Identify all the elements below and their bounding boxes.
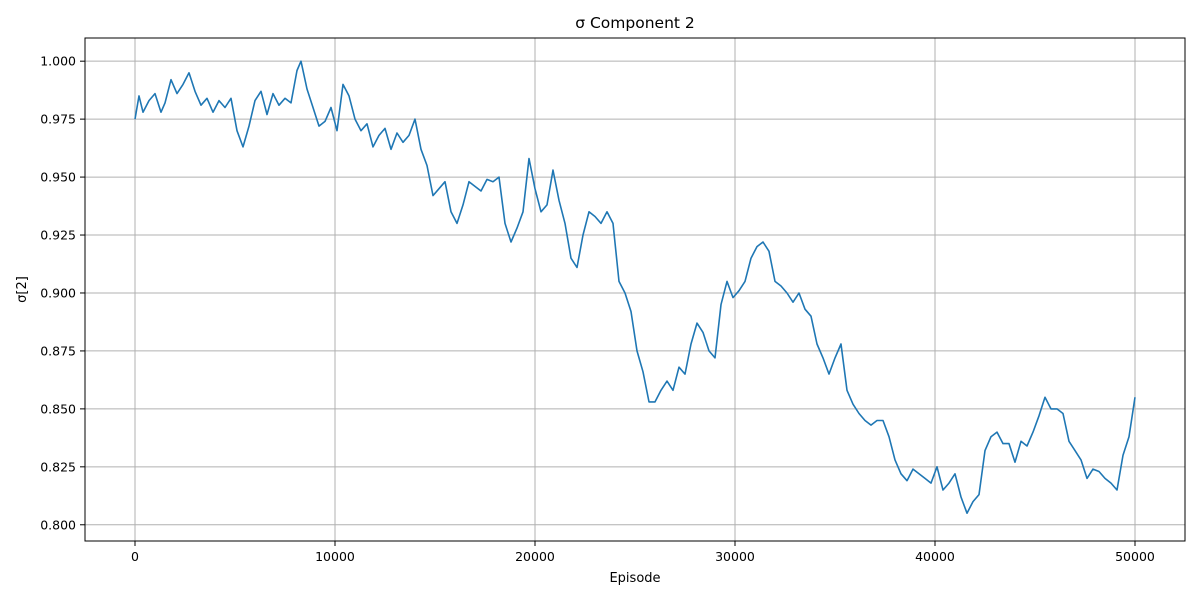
y-tick-label: 0.875 [40, 343, 76, 358]
x-tick-label: 50000 [1115, 549, 1155, 564]
x-tick-label: 20000 [515, 549, 555, 564]
y-tick-label: 1.000 [40, 54, 76, 69]
y-axis-label: σ[2] [15, 276, 30, 303]
y-tick-label: 0.825 [40, 459, 76, 474]
ticks: 0 10000 20000 30000 40000 50000 0.800 0.825 0.85… [40, 54, 1155, 564]
plot-frame [84, 37, 1186, 542]
x-axis-label: Episode [609, 571, 660, 586]
x-tick-label: 0 [131, 549, 139, 564]
y-tick-label: 0.850 [40, 401, 76, 416]
x-tick-label: 40000 [915, 549, 955, 564]
x-tick-label: 30000 [715, 549, 755, 564]
chart-title: σ Component 2 [575, 14, 695, 32]
y-tick-label: 0.925 [40, 228, 76, 243]
grid [85, 38, 1185, 541]
y-tick-label: 0.950 [40, 170, 76, 185]
series-layer [134, 60, 1136, 515]
y-tick-label: 0.900 [40, 285, 76, 300]
series-line [134, 60, 1136, 515]
x-tick-label: 10000 [315, 549, 355, 564]
y-tick-label: 0.800 [40, 517, 76, 532]
y-tick-label: 0.975 [40, 112, 76, 127]
